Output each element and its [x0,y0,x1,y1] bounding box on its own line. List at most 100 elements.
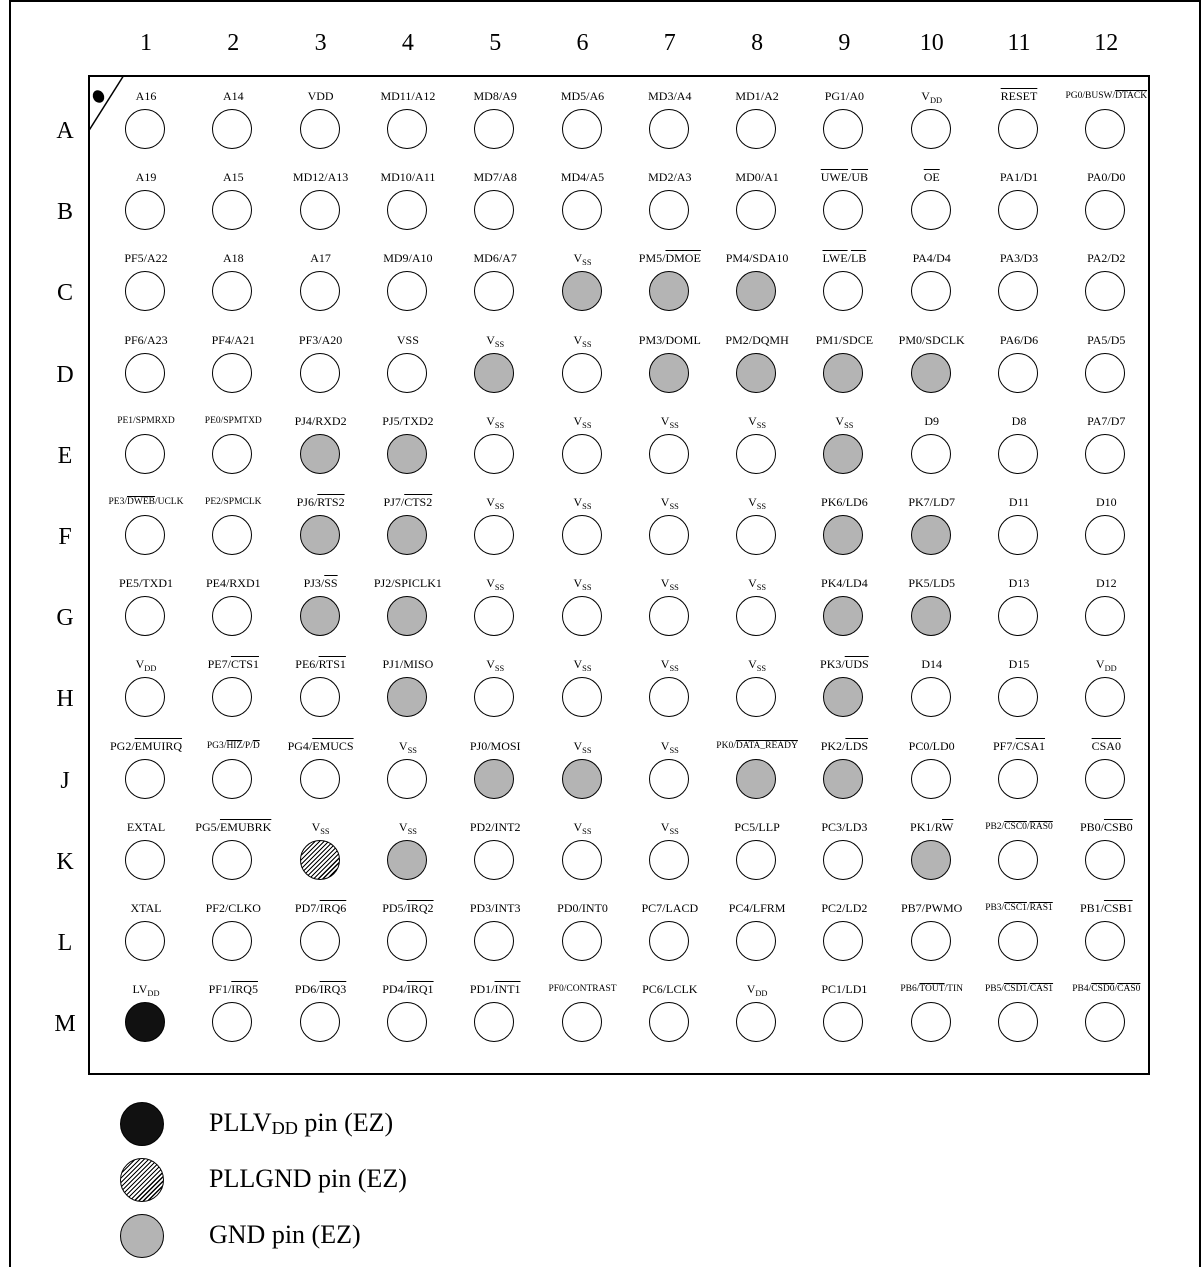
pin-ball [1085,677,1126,718]
column-number: 5 [489,30,502,56]
pin-ball [910,677,951,718]
pin-ball [212,271,253,312]
pin-ball [910,921,951,961]
pin-label: PD0/INT0 [557,901,608,915]
pin-label: PF5/A22 [124,251,168,266]
pin-ball [474,190,515,231]
pin-B4: MD10/A11 [365,169,451,249]
pin-ball [474,1002,515,1043]
pin-L1: XTAL [103,900,189,980]
pin-label: PJ2/SPICLK1 [373,576,442,591]
pin-label: VSS [396,332,419,347]
pin-B9: UWE/UB [801,169,887,249]
pin-ball [474,271,515,312]
pin-B3: MD12/A13 [278,169,364,249]
pin-ball [648,596,689,637]
legend-swatch [120,1158,164,1202]
pin-ball [1085,433,1126,474]
pin-ball [386,271,427,312]
pin-L6: PD0/INT0 [540,900,626,980]
pin-E7: VSS [627,413,713,493]
pin-label: PK7/LD7 [908,495,956,509]
pin-label: PE3/DWEB/UCLK [108,497,184,507]
row-letter: L [57,930,73,956]
pin-ball [998,839,1038,880]
pin-E5: VSS [452,413,538,493]
pin-ball [561,109,602,149]
pin-ball [648,109,689,149]
pin-B2: A15 [190,169,276,249]
pin-label: PK3/UDS [820,657,869,672]
pin-ball [125,758,165,799]
pin-label: VSS [573,819,592,836]
pin-label: PF6/A23 [124,332,168,347]
pin-L8: PC4/LFRM [714,900,800,980]
pin-label: PA3/D3 [999,251,1039,266]
pin-label: VSS [660,413,679,430]
pin-ball [386,190,427,231]
pin-D5: VSS [452,332,538,412]
pin-M8: VDD [714,981,800,1061]
pin-F10: PK7/LD7 [889,494,975,574]
pin-label: VSS [486,576,505,593]
pin-ball [1085,921,1126,961]
pin-ball [212,677,253,718]
pin-label: A15 [222,170,244,185]
pin-C5: MD6/A7 [452,250,538,330]
pin-label: PJ1/MISO [382,657,434,672]
pin-C2: A18 [190,250,276,330]
pin-label: VSS [311,819,330,836]
pin-ball [299,758,340,799]
pin-ball [125,271,165,312]
pin-J2: PG3/HIZ/P/D [190,738,276,818]
pin-label: MD5/A6 [560,89,605,103]
pin-A4: MD11/A12 [365,88,451,168]
pin-ball [386,758,427,799]
row-letter: A [56,118,74,144]
pin-G9: PK4/LD4 [801,575,887,655]
pin-B7: MD2/A3 [627,169,713,249]
pin-ball [125,352,165,393]
pin-label: D8 [1011,413,1027,428]
pin-label: PM3/DOML [638,332,701,347]
pin-label: PF3/A20 [298,332,343,347]
pin-K4: VSS [365,819,451,899]
pin-ball [212,109,253,149]
pin-G8: VSS [714,575,800,655]
pin-ball [125,109,165,149]
pin-D2: PF4/A21 [190,332,276,412]
pin-label: D10 [1095,495,1117,509]
pin-E9: VSS [801,413,887,493]
pin-K1: EXTAL [103,819,189,899]
pin-label: PF7/CSA1 [992,738,1046,753]
pin-label: D13 [1008,576,1030,591]
pin-E4: PJ5/TXD2 [365,413,451,493]
pin-H10: D14 [889,656,975,736]
pin-ball [125,596,165,637]
pin-C12: PA2/D2 [1063,250,1149,330]
pin-E8: VSS [714,413,800,493]
pin-label: A17 [310,251,331,266]
pin-label: PB1/CSB1 [1079,901,1133,915]
pin-F8: VSS [714,494,800,574]
pin-ball [736,433,777,474]
pin-A3: VDD [278,88,364,168]
pin-D6: VSS [540,332,626,412]
pin-label: PB2/CSC0/RAS0 [985,821,1053,832]
pin-label: RESET [1000,89,1038,103]
row-letter: K [56,848,74,875]
pin-ball [561,839,602,880]
pin-ball [386,1002,427,1043]
pin-H4: PJ1/MISO [365,656,451,736]
pin-M7: PC6/LCLK [627,981,713,1061]
pin-ball [910,271,951,312]
pin-A10: VDD [889,88,975,168]
pin-ball [910,758,951,799]
pin-ball [823,677,864,718]
pin-label: VDD [307,89,334,103]
pin-H7: VSS [627,656,713,736]
pin-E1: PE1/SPMRXD [103,413,189,493]
pin-K11: PB2/CSC0/RAS0 [976,819,1062,899]
pin-label: LWE/LB [822,251,867,266]
pin-ball [212,515,253,555]
